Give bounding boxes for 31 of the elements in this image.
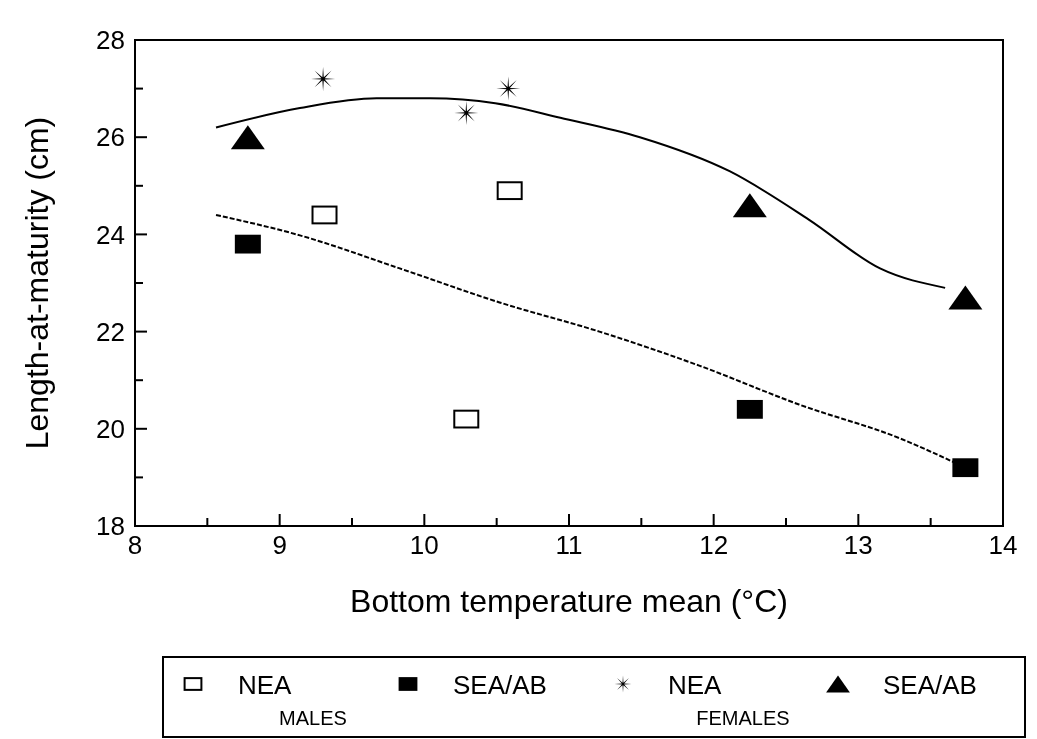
legend-label: SEA/AB [453, 670, 547, 700]
y-tick-label: 18 [96, 511, 125, 542]
y-axis-title: Length-at-maturity (cm) [19, 116, 55, 450]
text: FEMALES [696, 707, 790, 729]
y-tick-label: 26 [96, 122, 125, 153]
legend-label: NEA [238, 670, 293, 700]
x-tick-label: 8 [127, 530, 143, 560]
x-tick-label: 14 [988, 530, 1018, 560]
point [311, 205, 338, 225]
point [732, 193, 767, 218]
point [234, 234, 261, 254]
point [496, 181, 523, 201]
point [453, 409, 480, 429]
line-series [215, 97, 947, 289]
y-tick-label: 20 [96, 413, 125, 444]
legend-label: SEA/AB [883, 670, 977, 700]
x-tick-label: 10 [409, 530, 439, 560]
x-tick-label: 11 [555, 530, 583, 560]
x-tick-label: 12 [699, 530, 729, 560]
point [736, 399, 763, 419]
point [948, 285, 983, 310]
y-tick-label: 22 [96, 316, 125, 347]
text: MALES [279, 707, 347, 729]
y-tick-label: 24 [96, 219, 125, 250]
x-tick-label: 13 [843, 530, 873, 560]
x-axis-title: Bottom temperature mean (°C) [350, 583, 788, 619]
point [230, 125, 265, 150]
x-tick-label: 9 [272, 530, 287, 560]
y-tick-label: 28 [96, 25, 125, 56]
point [952, 458, 979, 478]
legend-label: NEA [668, 670, 723, 700]
